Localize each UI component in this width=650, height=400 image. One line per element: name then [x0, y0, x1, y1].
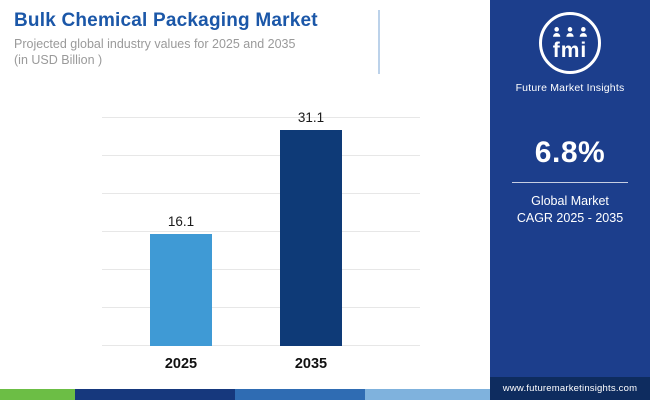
website-url: www.futuremarketinsights.com: [490, 377, 650, 400]
bar-column-2025: 16.1: [150, 117, 212, 346]
bar: [280, 130, 342, 346]
brand-name: Future Market Insights: [515, 82, 625, 94]
bottom-color-strip: [0, 389, 490, 400]
x-axis: 2025 2035: [102, 356, 420, 372]
logo-people-icons: [553, 26, 587, 37]
bar-value-label: 16.1: [167, 214, 195, 230]
sidebar: fmi Future Market Insights 6.8% Global M…: [490, 0, 650, 400]
header-divider: [378, 10, 380, 74]
logo-circle: fmi: [538, 12, 601, 74]
header: Bulk Chemical Packaging Market Projected…: [0, 0, 490, 67]
subtitle-line2: (in USD Billion ): [14, 53, 103, 67]
strip-segment-blue: [235, 389, 365, 400]
plot-area: 16.1 31.1: [102, 110, 420, 346]
chart-panel: Bulk Chemical Packaging Market Projected…: [0, 0, 490, 400]
fmi-logo: fmi Future Market Insights: [516, 12, 625, 94]
cagr-block: 6.8% Global Market CAGR 2025 - 2035: [490, 136, 650, 227]
bar: [150, 234, 212, 346]
strip-segment-green: [0, 389, 75, 400]
subtitle-line1: Projected global industry values for 202…: [14, 37, 296, 51]
x-tick-label: 2025: [164, 356, 198, 372]
cagr-value: 6.8%: [534, 136, 606, 169]
strip-segment-lightblue: [365, 389, 490, 400]
x-tick-label: 2035: [294, 356, 328, 372]
cagr-label-line1: Global Market: [531, 194, 609, 208]
bar-value-label: 31.1: [297, 110, 325, 126]
page-title: Bulk Chemical Packaging Market: [14, 10, 318, 31]
cagr-divider: [512, 182, 628, 183]
strip-segment-navy: [75, 389, 235, 400]
bar-column-2035: 31.1: [280, 110, 342, 346]
cagr-label-line2: CAGR 2025 - 2035: [516, 210, 624, 225]
bar-chart: 16.1 31.1 2025 2035: [102, 110, 420, 372]
logo-wordmark: fmi: [552, 38, 588, 62]
